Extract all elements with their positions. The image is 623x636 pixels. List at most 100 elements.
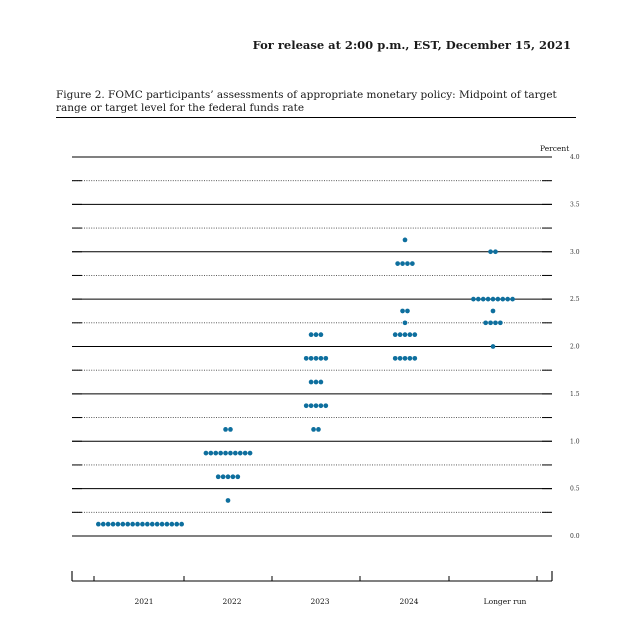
dot	[405, 261, 410, 266]
dot	[402, 320, 408, 326]
dot	[218, 450, 223, 456]
dot	[237, 450, 243, 456]
dot	[233, 450, 238, 456]
dot	[323, 403, 329, 409]
dot	[208, 450, 214, 456]
dot	[397, 332, 403, 338]
dot	[235, 474, 241, 480]
dot	[318, 355, 324, 361]
y-tick-label: 2.0	[570, 344, 580, 351]
y-tick-label: 0.0	[570, 533, 580, 540]
dot	[247, 450, 253, 456]
figure-caption: Figure 2. FOMC participants’ assessments…	[56, 89, 557, 114]
dot	[500, 296, 506, 302]
dot	[490, 344, 496, 349]
dot	[397, 355, 403, 361]
dot	[220, 474, 226, 480]
dot	[179, 521, 184, 527]
dot	[130, 521, 135, 527]
dot	[510, 296, 515, 302]
dot	[105, 521, 111, 527]
dot	[313, 379, 319, 385]
y-tick-label: 1.5	[570, 391, 580, 398]
dot	[125, 521, 131, 527]
dot	[228, 450, 233, 456]
dot	[313, 403, 319, 409]
y-tick-label: 2.5	[570, 296, 580, 303]
dot	[115, 521, 121, 527]
x-tick-label: 2024	[399, 597, 418, 606]
dot	[392, 355, 398, 361]
dot	[402, 332, 408, 338]
dot	[495, 296, 501, 302]
dot	[308, 403, 314, 409]
y-tick-label: 0.5	[570, 486, 580, 493]
dot	[410, 261, 415, 266]
dot	[225, 498, 231, 503]
dot	[318, 379, 324, 385]
dot	[223, 427, 228, 432]
y-tick-label: 1.0	[570, 438, 580, 445]
dot	[488, 320, 493, 326]
dot	[213, 450, 219, 456]
dot	[140, 521, 145, 527]
dot	[480, 296, 486, 302]
dot	[490, 308, 496, 314]
x-tick-label: Longer run	[484, 597, 527, 606]
dot	[405, 308, 410, 314]
dot	[400, 308, 405, 314]
dot	[225, 474, 231, 480]
dot	[412, 332, 418, 338]
dot	[120, 521, 126, 527]
dot	[223, 450, 228, 456]
caption-rule	[56, 117, 576, 118]
x-tick-label: 2021	[134, 597, 153, 606]
dot	[311, 427, 316, 432]
dot	[392, 332, 398, 338]
dot	[215, 474, 221, 480]
dot	[471, 296, 476, 302]
dot	[483, 320, 488, 326]
dot	[488, 249, 493, 255]
dot	[308, 355, 314, 361]
y-tick-label: 4.0	[570, 154, 580, 161]
dot	[303, 355, 309, 361]
dot	[498, 320, 503, 326]
dot	[490, 296, 496, 302]
dot	[323, 355, 329, 361]
dot	[318, 403, 324, 409]
dot	[400, 261, 405, 266]
dot	[135, 521, 140, 527]
dot	[164, 521, 170, 527]
dot	[149, 521, 155, 527]
dot	[407, 332, 413, 338]
dot	[169, 521, 175, 527]
dot	[485, 296, 491, 302]
dot	[402, 237, 408, 243]
dot	[313, 355, 319, 361]
y-axis-label: Percent	[540, 144, 569, 153]
dot	[505, 296, 511, 302]
dot	[407, 355, 413, 361]
dot	[395, 261, 400, 266]
dot	[100, 521, 106, 527]
dot	[145, 521, 150, 527]
dot	[174, 521, 180, 527]
dot	[493, 249, 498, 255]
x-tick-label: 2022	[222, 597, 241, 606]
y-tick-label: 3.0	[570, 249, 580, 256]
dot	[313, 332, 319, 338]
dot	[475, 296, 481, 302]
dot	[402, 355, 408, 361]
dot	[412, 355, 418, 361]
dot	[308, 332, 314, 338]
dot	[303, 403, 309, 409]
dot	[228, 427, 233, 432]
dot	[110, 521, 116, 527]
dot	[230, 474, 236, 480]
dot	[493, 320, 498, 326]
dot	[242, 450, 248, 456]
dot	[316, 427, 321, 432]
dot	[318, 332, 324, 338]
